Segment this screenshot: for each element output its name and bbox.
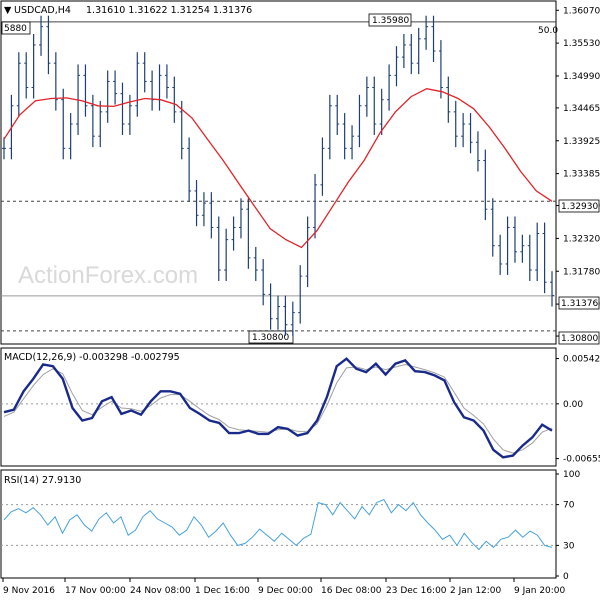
- price-tick-label: 1.36070: [563, 6, 600, 16]
- low-right-label: 1.30800: [561, 334, 598, 344]
- x-tick-label: 16 Dec 08:00: [321, 586, 382, 596]
- price-tick-label: 1.31780: [563, 267, 600, 277]
- current-price-label: 1.31376: [561, 299, 598, 309]
- ohlc-label: 1.31610 1.31622 1.31254 1.31376: [86, 5, 252, 16]
- low-label-box: [248, 330, 294, 344]
- x-tick-label: 9 Nov 2016: [3, 586, 55, 596]
- x-tick-label: 2 Jan 12:00: [450, 586, 502, 596]
- x-tick-label: 1 Dec 16:00: [195, 586, 250, 596]
- rsi-axis: 100 70 30 0: [556, 470, 580, 582]
- mid-level-label: 1.32930: [561, 202, 598, 212]
- price-tick-label: 1.33925: [563, 137, 600, 147]
- rsi-tick-label: 70: [563, 501, 575, 511]
- x-tick-label: 24 Nov 08:00: [130, 586, 191, 596]
- rsi-tick-label: 100: [563, 470, 580, 480]
- price-tick-label: 1.35530: [563, 39, 600, 49]
- macd-tick-label: 0.00: [563, 400, 583, 410]
- current-price-box: [558, 296, 600, 310]
- macd-line: [3, 357, 553, 459]
- mid-level-box: [558, 199, 600, 213]
- high-label: 1.35980: [372, 16, 409, 26]
- price-tick-label: 1.32320: [563, 234, 600, 244]
- macd-tick-label: -0.006551: [563, 455, 600, 465]
- macd-panel-frame: [0, 347, 557, 467]
- level-left-box: [1, 21, 31, 35]
- macd-tick-label: 0.00542: [563, 355, 600, 365]
- dropdown-icon[interactable]: ▼: [4, 5, 12, 16]
- price-tick-label: 1.34990: [563, 72, 600, 82]
- moving-average-line: [3, 88, 553, 249]
- x-tick-label: 17 Nov 00:00: [65, 586, 126, 596]
- low-label: 1.30800: [252, 333, 289, 343]
- x-tick-label: 9 Dec 00:00: [258, 586, 313, 596]
- price-tick-label: 1.34465: [563, 104, 600, 114]
- rsi-tick-label: 0: [563, 572, 569, 582]
- rsi-tick-label: 30: [563, 541, 575, 551]
- high-label-box: [368, 13, 412, 27]
- rsi-panel-frame: [0, 469, 557, 579]
- rsi-line: [3, 498, 553, 551]
- x-tick-label: 23 Dec 16:00: [386, 586, 447, 596]
- symbol-label: USDCAD,H4: [14, 5, 71, 16]
- level-left-label: 5880: [4, 24, 27, 34]
- macd-label: MACD(12,26,9) -0.003298 -0.002795: [4, 352, 180, 363]
- watermark: ActionForex.com: [18, 262, 198, 289]
- low-right-box: [558, 331, 600, 345]
- fib-label: 50.0: [538, 26, 558, 36]
- rsi-label: RSI(14) 27.9130: [4, 475, 81, 486]
- price-series: [2, 15, 554, 336]
- macd-axis: 0.00542 0.00 -0.006551: [556, 355, 600, 465]
- price-tick-label: 1.33385: [563, 170, 600, 180]
- x-tick-label: 9 Jan 20:00: [514, 586, 566, 596]
- price-panel-frame: [0, 0, 557, 345]
- time-axis: 9 Nov 2016 17 Nov 00:00 24 Nov 08:00 1 Dec …: [2, 578, 566, 596]
